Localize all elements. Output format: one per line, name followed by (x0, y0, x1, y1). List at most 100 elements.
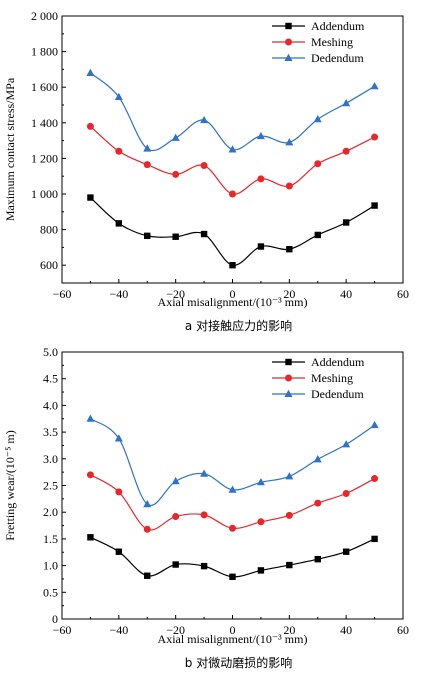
x-tick-label: 0 (230, 623, 236, 637)
x-tick-label: −20 (166, 623, 185, 637)
data-point (200, 162, 208, 170)
data-point (371, 475, 379, 483)
y-tick-label: 1 200 (31, 151, 58, 165)
x-tick-label: 20 (283, 287, 295, 301)
x-axis-label: Axial misalignment/(10⁻³ mm) (158, 632, 308, 646)
data-point (114, 434, 123, 442)
data-point (371, 202, 378, 209)
y-tick-label: 1 000 (31, 187, 58, 201)
fretting-wear-chart: −60 −40 −20 0 20 40 60 0 0.5 1.0 1.5 2.0 2.5 3.0 3.5 4.… (3, 345, 409, 670)
data-point (115, 147, 123, 155)
legend-label: Dedendum (311, 51, 364, 65)
data-point (86, 122, 94, 130)
data-point (342, 147, 350, 155)
x-axis-label: Axial misalignment/(10⁻³ mm) (158, 295, 308, 309)
data-point (86, 414, 95, 422)
data-point (87, 194, 94, 201)
legend-marker (285, 374, 292, 382)
series-line-dedendum (90, 72, 375, 152)
data-point (86, 68, 95, 76)
data-point (86, 471, 94, 479)
series-line-meshing (90, 474, 375, 531)
y-tick-label: 3.0 (43, 452, 58, 466)
y-tick-label: 5.0 (43, 345, 58, 359)
data-point (257, 243, 265, 250)
y-tick-label: 4.0 (43, 398, 58, 412)
data-point (342, 490, 350, 498)
legend-marker (285, 358, 292, 366)
y-tick-label: 4.5 (43, 372, 58, 386)
y-tick-label: 1 400 (31, 116, 58, 130)
data-point (229, 524, 236, 532)
data-point (314, 160, 322, 168)
data-point (285, 182, 293, 190)
data-point (115, 220, 123, 227)
x-tick-label: −40 (109, 623, 128, 637)
x-tick-label: 20 (283, 623, 295, 637)
data-point (171, 133, 180, 141)
legend-label: Meshing (311, 371, 353, 385)
y-tick-label: 1.5 (43, 532, 58, 546)
data-point (257, 518, 265, 526)
legend-marker (285, 38, 292, 46)
data-point (313, 455, 322, 463)
data-point (228, 145, 237, 153)
series-dedendum (86, 414, 379, 508)
contact-stress-chart: −60 −40 −20 0 20 40 60 600 800 1 000 1 200 1 400 1 6… (3, 9, 409, 333)
data-point (228, 485, 237, 493)
data-point (172, 233, 179, 240)
data-point (342, 219, 350, 226)
legend-marker (284, 53, 293, 61)
data-point (286, 561, 293, 569)
x-tick-label: 40 (340, 287, 352, 301)
x-tick-label: 0 (230, 287, 236, 301)
series-line-addendum (90, 536, 375, 578)
data-point (143, 144, 152, 152)
y-tick-label: 1.0 (43, 559, 58, 573)
y-tick-label: 800 (40, 223, 58, 237)
y-tick-label: 3.5 (43, 425, 58, 439)
data-point (143, 525, 151, 533)
data-point (286, 245, 293, 253)
data-point (172, 512, 180, 520)
data-point (144, 232, 151, 240)
x-tick-label: 40 (340, 623, 352, 637)
series-meshing (86, 471, 379, 533)
y-tick-label: 2 000 (31, 9, 58, 23)
data-point (229, 190, 236, 198)
data-point (370, 82, 379, 90)
figure-caption: a 对接触应力的影响 (185, 318, 292, 333)
data-point (200, 230, 208, 238)
y-tick-label: 2.0 (43, 505, 58, 519)
x-tick-label: −60 (53, 287, 72, 301)
data-point (200, 115, 209, 124)
figure-caption: b 对微动磨损的影响 (185, 655, 292, 670)
series-line-meshing (90, 125, 375, 195)
y-tick-label: 2.5 (43, 479, 58, 493)
data-point (370, 420, 379, 429)
data-point (114, 92, 123, 100)
data-point (200, 562, 208, 570)
y-tick-label: 0 (52, 612, 58, 626)
series-line-addendum (90, 197, 375, 266)
data-point (171, 476, 180, 485)
data-point (144, 572, 151, 579)
data-point (342, 440, 351, 448)
legend-label: Dedendum (311, 387, 364, 401)
y-axis-label: Fretting wear/(10⁻⁵ m) (3, 430, 17, 541)
y-tick-label: 1 800 (31, 45, 58, 59)
data-point (200, 469, 209, 477)
legend-marker (284, 389, 293, 397)
data-point (285, 138, 294, 146)
data-point (229, 573, 236, 581)
data-point (257, 567, 265, 574)
data-point (314, 555, 321, 563)
data-point (256, 477, 265, 486)
data-point (371, 535, 378, 543)
x-tick-label: 60 (397, 623, 409, 637)
data-point (371, 133, 379, 141)
data-point (115, 488, 123, 496)
y-tick-label: 600 (40, 258, 58, 272)
data-point (143, 161, 151, 169)
